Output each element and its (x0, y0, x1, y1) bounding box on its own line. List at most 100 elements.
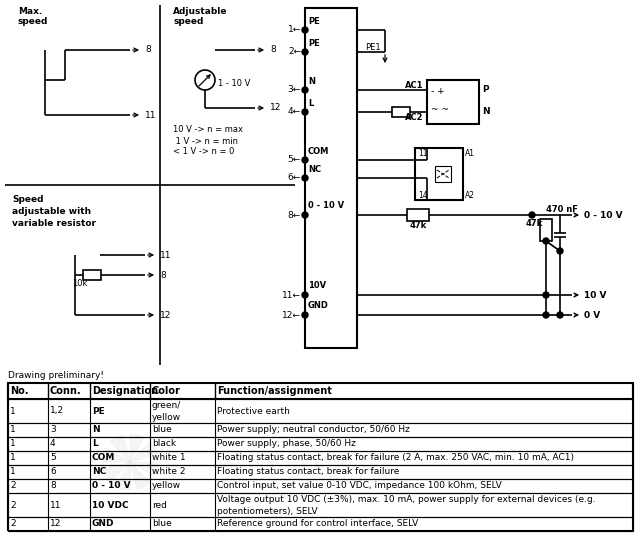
Text: 6: 6 (50, 467, 56, 476)
Text: 8: 8 (50, 481, 56, 490)
Text: 0 V: 0 V (584, 310, 600, 320)
Bar (8, 451, 633, 465)
Bar (8, 437, 633, 451)
Text: 2: 2 (10, 519, 15, 528)
Text: 12: 12 (50, 519, 62, 528)
Text: Power supply, phase, 50/60 Hz: Power supply, phase, 50/60 Hz (217, 439, 356, 448)
Text: 1: 1 (10, 439, 16, 448)
Text: Power supply; neutral conductor, 50/60 Hz: Power supply; neutral conductor, 50/60 H… (217, 425, 410, 434)
Text: yellow: yellow (152, 481, 181, 490)
Text: GND: GND (92, 519, 115, 528)
Bar (407, 209, 429, 221)
Text: N: N (308, 77, 315, 86)
Text: L: L (308, 98, 313, 107)
Wedge shape (130, 442, 157, 462)
Text: speed: speed (173, 17, 203, 26)
Text: P: P (482, 86, 488, 94)
Text: 2: 2 (10, 481, 15, 490)
Text: 2←: 2← (288, 48, 301, 56)
Text: GND: GND (308, 301, 329, 310)
Text: yellow: yellow (152, 413, 181, 421)
Text: 8: 8 (270, 45, 276, 54)
Circle shape (302, 109, 308, 115)
Text: NC: NC (92, 467, 106, 476)
Bar (8, 493, 633, 517)
Text: Speed: Speed (12, 196, 44, 205)
Text: blue: blue (152, 425, 172, 434)
Text: 10 V: 10 V (584, 291, 606, 300)
Text: speed: speed (18, 17, 48, 26)
Text: 14: 14 (418, 191, 428, 200)
Circle shape (302, 175, 308, 181)
Text: Control input, set value 0-10 VDC, impedance 100 kOhm, SELV: Control input, set value 0-10 VDC, imped… (217, 481, 502, 490)
Circle shape (302, 292, 308, 298)
Text: 1 - 10 V: 1 - 10 V (218, 78, 251, 88)
Text: Function/assignment: Function/assignment (217, 386, 332, 396)
Bar (8, 465, 633, 479)
Text: 4←: 4← (288, 107, 301, 116)
Bar (8, 479, 633, 493)
Circle shape (557, 248, 563, 254)
Text: PE1: PE1 (365, 42, 381, 51)
Text: 1: 1 (10, 406, 16, 415)
Text: 47k: 47k (526, 219, 544, 228)
Bar (8, 423, 633, 437)
Text: 6←: 6← (288, 173, 301, 182)
Text: red: red (152, 500, 167, 509)
Text: 470 nF: 470 nF (546, 205, 578, 214)
Circle shape (302, 157, 308, 163)
Text: 1 V -> n = min: 1 V -> n = min (173, 136, 238, 145)
Text: 8←: 8← (288, 211, 301, 220)
Text: 2: 2 (10, 500, 15, 509)
Text: Max.: Max. (18, 7, 42, 17)
Text: No.: No. (10, 386, 28, 396)
Text: - +: - + (431, 88, 445, 97)
Text: 3: 3 (50, 425, 56, 434)
Text: ~ ~: ~ ~ (431, 106, 449, 115)
Text: 11: 11 (160, 250, 172, 259)
Text: white 1: white 1 (152, 453, 186, 462)
Text: 10 V -> n = max: 10 V -> n = max (173, 126, 243, 135)
Text: 5: 5 (50, 453, 56, 462)
Text: 11: 11 (418, 149, 428, 158)
Circle shape (302, 312, 308, 318)
Text: 12: 12 (160, 310, 171, 320)
Text: 11: 11 (145, 111, 156, 120)
Text: 11←: 11← (282, 291, 301, 300)
Wedge shape (116, 462, 130, 490)
Text: Adjustable: Adjustable (173, 7, 228, 17)
Text: Conn.: Conn. (50, 386, 81, 396)
Text: Designation: Designation (92, 386, 158, 396)
Circle shape (302, 212, 308, 218)
Text: COM: COM (308, 146, 329, 155)
Wedge shape (110, 435, 130, 462)
Text: Voltage output 10 VDC (±3%), max. 10 mA, power supply for external devices (e.g.: Voltage output 10 VDC (±3%), max. 10 mA,… (217, 495, 595, 505)
Text: PE: PE (308, 17, 320, 26)
Bar (8, 399, 633, 423)
Text: NC: NC (308, 164, 321, 173)
Circle shape (302, 49, 308, 55)
Text: 0 - 10 V: 0 - 10 V (308, 201, 344, 211)
Text: AC1: AC1 (405, 80, 424, 89)
Text: N: N (482, 107, 490, 116)
Bar (305, 8, 357, 348)
Text: Floating status contact, break for failure: Floating status contact, break for failu… (217, 467, 399, 476)
Wedge shape (130, 462, 150, 489)
Text: A1: A1 (465, 149, 475, 158)
Circle shape (543, 312, 549, 318)
Text: black: black (152, 439, 176, 448)
Text: 1: 1 (10, 453, 16, 462)
Circle shape (302, 87, 308, 93)
Text: Floating status contact, break for failure (2 A, max. 250 VAC, min. 10 mA, AC1): Floating status contact, break for failu… (217, 453, 574, 462)
Text: 8: 8 (160, 271, 166, 280)
Bar (8, 383, 633, 399)
Circle shape (543, 292, 549, 298)
Text: 10k: 10k (72, 278, 87, 287)
Text: Drawing preliminary!: Drawing preliminary! (8, 372, 104, 381)
Text: AC2: AC2 (405, 112, 424, 121)
Text: 11: 11 (50, 500, 62, 509)
Text: blue: blue (152, 519, 172, 528)
Text: 1←: 1← (288, 26, 301, 35)
Text: < 1 V -> n = 0: < 1 V -> n = 0 (173, 148, 235, 157)
Circle shape (302, 27, 308, 33)
